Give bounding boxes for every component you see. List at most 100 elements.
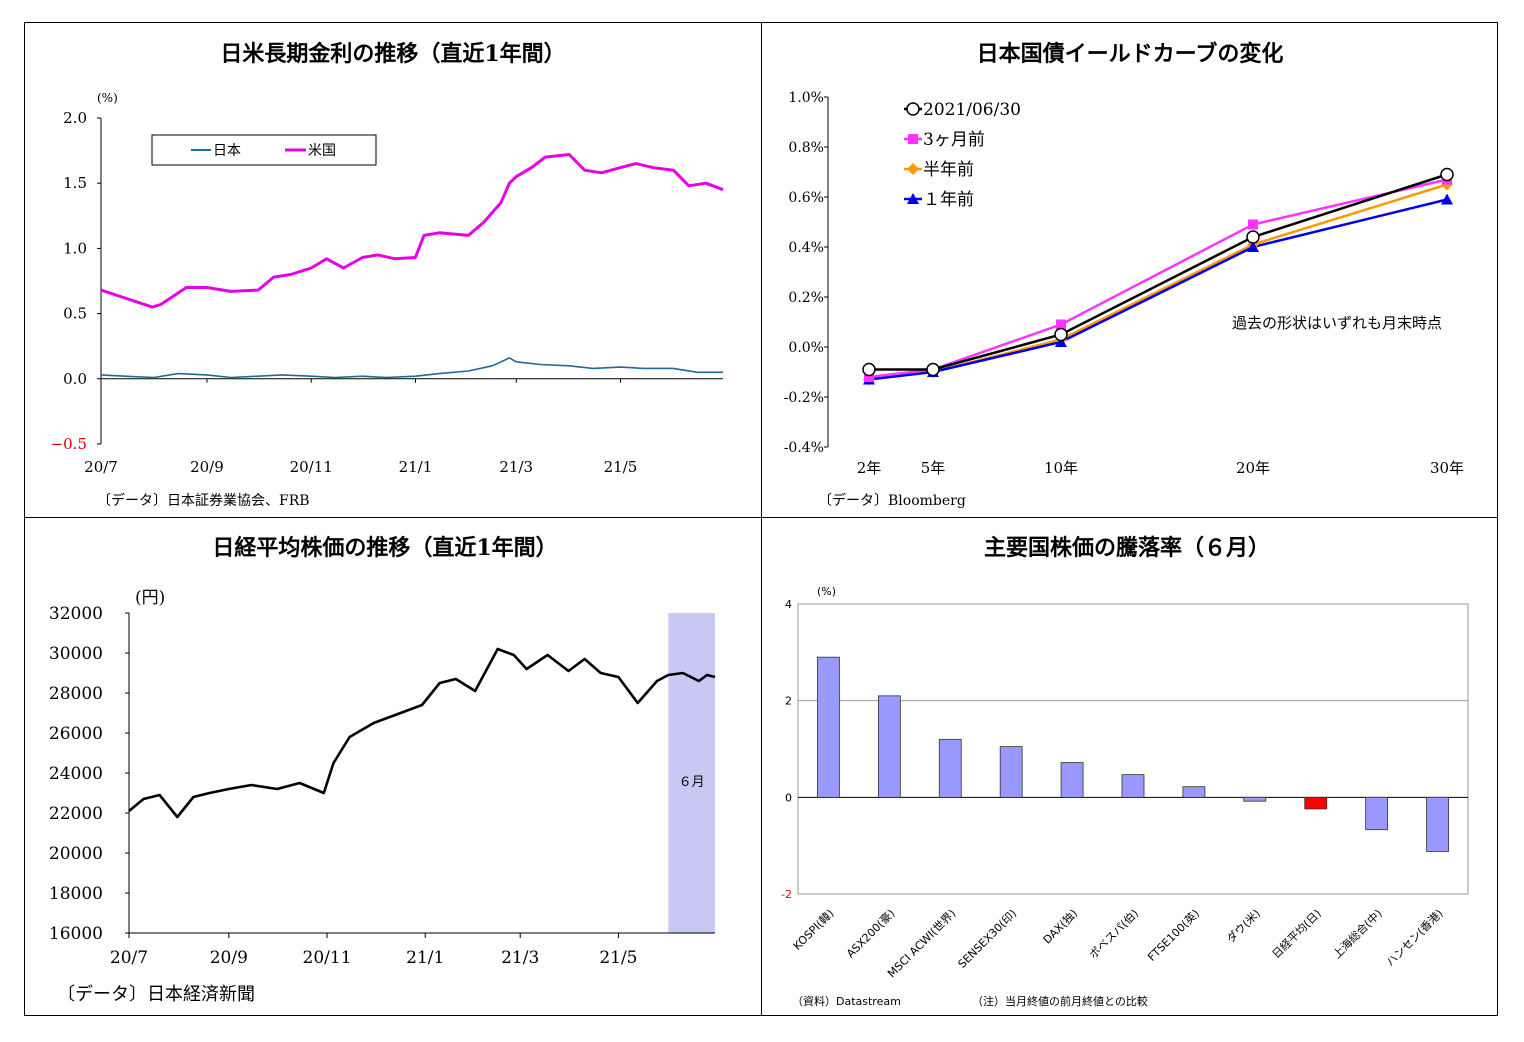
bar <box>999 746 1023 798</box>
y-tick-label: 26000 <box>49 724 103 744</box>
data-point <box>1246 230 1260 244</box>
y-tick-label: 4 <box>785 598 792 611</box>
bar <box>1182 786 1206 798</box>
y-tick-label: 1.0% <box>788 90 824 106</box>
x-tick-label: 21/3 <box>501 948 539 968</box>
category-label: FTSE100(英) <box>1144 906 1202 964</box>
bar <box>1304 796 1328 810</box>
panel-world-stocks: 主要国株価の騰落率（６月） (%) 4 2 0 -2 KOSPI(韓) ASX200(豪… <box>781 535 1469 1008</box>
bar <box>1243 796 1267 802</box>
x-tick-label: 10年 <box>1044 459 1078 477</box>
unit-label: (円) <box>135 588 165 608</box>
y-tick-label: 0 <box>785 791 792 804</box>
x-tick-label: 2年 <box>857 459 882 477</box>
data-point <box>1055 336 1067 347</box>
category-label: DAX(独) <box>1041 907 1081 947</box>
x-tick-label: 20/9 <box>210 948 248 968</box>
source-note: 〔データ〕日本経済新聞 <box>57 984 255 1005</box>
series-line-us <box>100 153 724 309</box>
x-tick-label: 5年 <box>921 459 946 477</box>
category-label: ボベスパ(伯) <box>1086 906 1141 961</box>
band-label: ６月 <box>679 775 705 790</box>
x-tick-label: 20/11 <box>303 948 352 968</box>
y-tick-label: 20000 <box>49 844 103 864</box>
source-note: 〔データ〕日本証券業協会、FRB <box>97 492 310 509</box>
y-tick-label: 2.0 <box>63 109 87 127</box>
y-tick-label: 0.0% <box>788 340 824 356</box>
y-tick-label: 1.0 <box>63 239 87 257</box>
x-tick-label: 21/3 <box>499 458 533 476</box>
series-line-nikkei <box>128 647 716 819</box>
x-tick-label: 20年 <box>1236 459 1270 477</box>
frame-center <box>761 22 762 1016</box>
legend-label: １年前 <box>923 190 974 210</box>
x-tick-label: 20/9 <box>190 458 224 476</box>
data-point <box>1441 193 1453 205</box>
unit-label: (%) <box>817 585 836 598</box>
bar <box>1060 762 1084 798</box>
frame-right <box>1497 22 1498 1016</box>
y-tick-label: −0.5 <box>51 435 87 453</box>
panel-title: 日本国債イールドカーブの変化 <box>977 41 1284 67</box>
bar <box>1426 796 1449 852</box>
curve-note: 過去の形状はいずれも月末時点 <box>1232 314 1442 332</box>
y-tick-label: 0.0 <box>63 370 87 388</box>
panel-title: 日米長期金利の推移（直近1年間） <box>220 41 565 67</box>
x-tick-label: 20/7 <box>110 948 148 968</box>
bar <box>1121 774 1145 798</box>
unit-label: (%) <box>97 91 118 105</box>
data-point <box>864 372 874 382</box>
legend-marker <box>907 193 919 204</box>
x-tick-label: 21/5 <box>604 458 638 476</box>
bar <box>938 738 962 798</box>
bar <box>817 656 840 798</box>
category-label: 日経平均(日) <box>1270 907 1324 961</box>
y-tick-label: 24000 <box>49 764 103 784</box>
series-line <box>868 198 1448 381</box>
legend-label: 半年前 <box>923 160 974 180</box>
panel-nikkei: 日経平均株価の推移（直近1年間） (円) ６月 32000 30000 28000 2… <box>49 535 716 1005</box>
panel-jgb-ust: 日米長期金利の推移（直近1年間） (%) 2.0 1.5 1.0 0.5 0.0 −0.5… <box>51 41 724 509</box>
y-tick-label: 22000 <box>49 804 103 824</box>
bar <box>1365 796 1389 831</box>
y-tick-label: 0.2% <box>788 290 824 306</box>
data-point <box>1056 319 1066 330</box>
y-tick-label: 1.5 <box>63 174 87 192</box>
y-tick-label: 32000 <box>49 604 103 624</box>
x-tick-label: 21/1 <box>406 948 444 968</box>
y-tick-label: 0.4% <box>788 240 824 256</box>
source-note: 〔データ〕Bloomberg <box>818 492 966 509</box>
y-tick-label: 0.8% <box>788 140 824 156</box>
category-label: MSCI ACWI(世界) <box>885 907 958 980</box>
y-tick-label: 28000 <box>49 684 103 704</box>
series-line <box>868 183 1448 381</box>
panel-title: 主要国株価の騰落率（６月） <box>984 535 1270 561</box>
category-label: ダウ(米) <box>1224 906 1263 945</box>
panel-yield-curve: 日本国債イールドカーブの変化 1.0% 0.8% 0.6% 0.4% 0.2% 0.0% -… <box>784 41 1464 509</box>
category-label: KOSPI(韓) <box>791 907 837 953</box>
legend-marker <box>907 163 919 175</box>
x-tick-label: 21/1 <box>399 458 433 476</box>
y-tick-label: 0.5 <box>63 305 87 323</box>
data-point <box>1248 219 1258 230</box>
legend-label-us: 米国 <box>308 143 336 159</box>
y-tick-label: -0.4% <box>784 440 824 456</box>
x-tick-label: 20/7 <box>84 458 118 476</box>
x-tick-label: 21/5 <box>599 948 637 968</box>
june-highlight-band <box>668 613 715 933</box>
legend-label: 3ヶ月前 <box>923 130 985 150</box>
y-tick-label: 18000 <box>49 884 103 904</box>
y-tick-label: -2 <box>781 888 792 901</box>
x-tick-label: 30年 <box>1430 459 1464 477</box>
series-line-japan <box>100 357 723 379</box>
y-tick-label: 2 <box>785 695 792 708</box>
y-tick-label: 16000 <box>49 924 103 944</box>
category-label: ASX200(豪) <box>843 906 897 960</box>
category-label: ハンセン(香港) <box>1384 907 1446 969</box>
data-point <box>1247 241 1259 252</box>
panel-title: 日経平均株価の推移（直近1年間） <box>212 535 557 561</box>
frame-left <box>24 22 25 1016</box>
data-point <box>926 362 940 377</box>
legend-label-japan: 日本 <box>213 143 241 159</box>
source-note: （資料）Datastream <box>792 994 901 1008</box>
